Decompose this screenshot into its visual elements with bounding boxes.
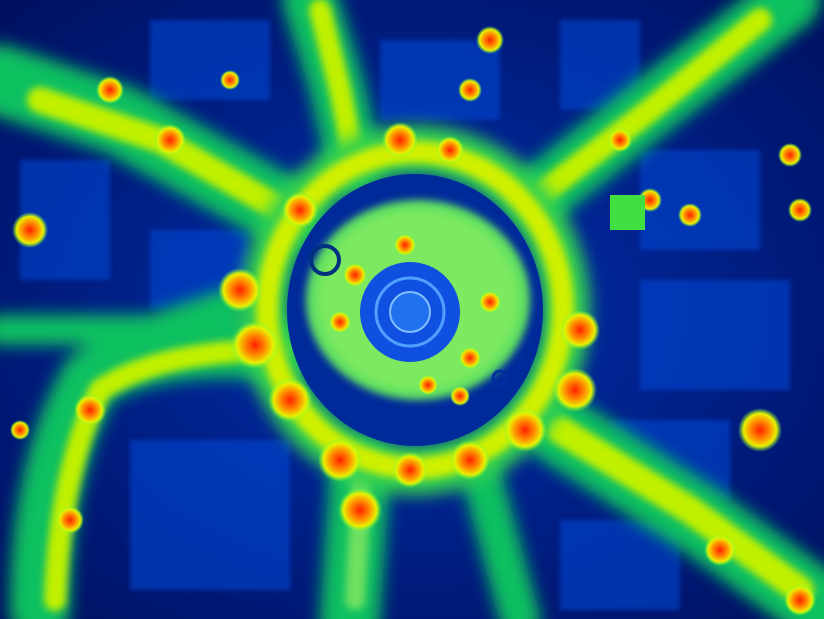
green-block [610, 195, 645, 230]
fountain-core [389, 291, 431, 333]
kiosk [491, 369, 509, 387]
hotspots [10, 26, 816, 616]
kiosk [309, 244, 341, 276]
fountain-ring [374, 276, 446, 348]
